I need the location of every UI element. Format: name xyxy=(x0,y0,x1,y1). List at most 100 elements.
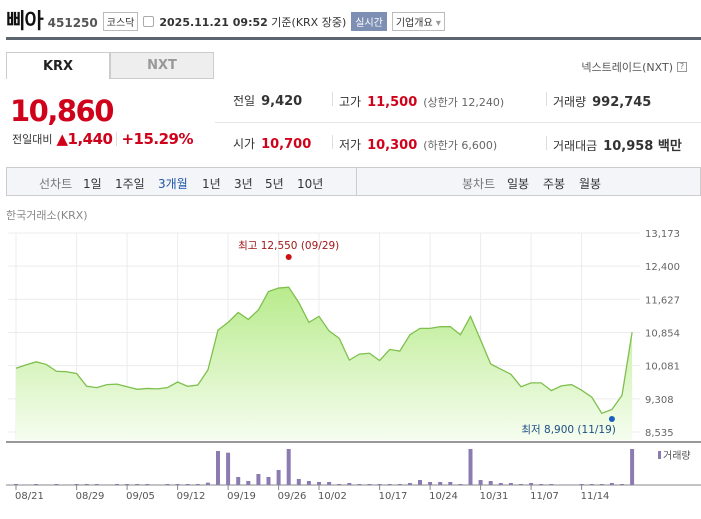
volume-bar xyxy=(246,481,251,485)
volume-bar xyxy=(387,484,392,485)
y-tick-label: 10,081 xyxy=(645,362,680,373)
volume-bar xyxy=(165,484,170,485)
x-tick-label: 09/12 xyxy=(177,491,206,502)
period-5y[interactable]: 5년 xyxy=(265,177,284,191)
period-1y[interactable]: 1년 xyxy=(202,177,221,191)
volume-bar xyxy=(418,480,422,485)
x-tick-label: 09/26 xyxy=(278,491,307,502)
x-tick-label: 10/02 xyxy=(318,491,347,502)
chevron-down-icon: ▾ xyxy=(432,18,441,29)
volume-bar xyxy=(498,483,503,485)
volume-bar xyxy=(84,484,89,485)
volume-bar xyxy=(266,477,271,485)
volume-bar xyxy=(14,484,18,485)
volume-bar xyxy=(448,482,453,485)
volume-bar xyxy=(377,484,382,485)
price-area xyxy=(16,287,633,440)
stock-name: 삐아 xyxy=(6,9,44,33)
x-tick-label: 11/14 xyxy=(581,491,610,502)
y-tick-label: 13,173 xyxy=(645,229,680,240)
volume-bar xyxy=(620,484,624,485)
x-tick-label: 11/07 xyxy=(530,491,559,502)
low-annotation: 최저 8,900 (11/19) xyxy=(521,424,616,436)
volume-bar xyxy=(236,477,241,485)
market-badge: 코스닥 xyxy=(102,12,139,31)
y-tick-label: 11,627 xyxy=(645,295,680,306)
triangle-up-icon: ▲ xyxy=(56,130,68,148)
volume-bar xyxy=(226,452,231,485)
volume-bar xyxy=(327,482,332,485)
company-info-dropdown[interactable]: 기업개요 ▾ xyxy=(391,12,445,31)
period-10y[interactable]: 10년 xyxy=(297,177,324,191)
realtime-button[interactable]: 실시간 xyxy=(351,12,387,31)
volume-bar xyxy=(539,484,544,485)
volume-bar xyxy=(205,482,210,485)
low-price: 저가 10,300 (하한가 6,600) xyxy=(332,135,497,153)
period-3m[interactable]: 3개월 xyxy=(158,177,188,191)
volume-bar xyxy=(478,480,483,485)
stock-header: 삐아 451250 코스닥 2025.11.21 09:52 기준(KRX 장중… xyxy=(6,6,445,34)
period-1d[interactable]: 1일 xyxy=(83,177,102,191)
volume-bar xyxy=(195,484,200,485)
volume-legend: 거래량 xyxy=(663,450,691,462)
volume-bar xyxy=(428,482,433,485)
x-tick-label: 10/24 xyxy=(429,491,458,502)
volume-bar xyxy=(488,481,493,485)
trade-amount: 거래대금 10,958 백만 xyxy=(546,135,682,154)
volume-bar xyxy=(34,484,39,485)
current-price: 10,860 xyxy=(10,94,114,128)
quote-datetime: 2025.11.21 09:52 기준(KRX 장중) xyxy=(159,15,347,29)
volume: 거래량 992,745 xyxy=(546,92,651,110)
x-tick-label: 09/19 xyxy=(227,491,256,502)
y-tick-label: 10,854 xyxy=(645,329,680,340)
y-tick-label: 12,400 xyxy=(645,262,680,273)
tab-krx[interactable]: KRX xyxy=(6,52,110,79)
volume-bar xyxy=(175,484,180,485)
chart-period-bar: 선차트 1일 1주일 3개월 1년 3년 5년 10년 봉차트 일봉 주봉 월봉 xyxy=(6,167,701,196)
volume-legend-swatch xyxy=(658,451,661,459)
volume-bar xyxy=(135,484,140,485)
volume-bar xyxy=(367,484,372,485)
open-price: 시가 10,700 xyxy=(233,137,312,152)
candle-monthly[interactable]: 월봉 xyxy=(579,177,602,191)
volume-bar xyxy=(519,484,523,485)
volume-bar xyxy=(630,449,635,485)
volume-bar xyxy=(468,449,473,485)
period-1w[interactable]: 1주일 xyxy=(115,177,145,191)
x-tick-label: 08/29 xyxy=(76,491,105,502)
volume-bar xyxy=(508,483,513,485)
volume-bar xyxy=(296,479,301,485)
low-marker xyxy=(608,416,615,422)
volume-bar xyxy=(549,484,554,485)
volume-bar xyxy=(589,484,594,485)
volume-bar xyxy=(357,484,362,485)
x-tick-label: 10/17 xyxy=(379,491,408,502)
high-marker xyxy=(285,254,292,260)
price-change: 전일대비 ▲1,440 +15.29% xyxy=(12,130,194,148)
help-icon[interactable]: ? xyxy=(677,62,687,72)
volume-bar xyxy=(407,483,412,485)
period-3y[interactable]: 3년 xyxy=(234,177,253,191)
nxt-link[interactable]: 넥스트레이드(NXT)? xyxy=(581,59,687,75)
volume-bar xyxy=(397,484,402,485)
x-tick-label: 08/21 xyxy=(15,491,44,502)
volume-bar xyxy=(216,451,220,485)
tab-nxt[interactable]: NXT xyxy=(110,52,214,79)
candle-daily[interactable]: 일봉 xyxy=(507,177,530,191)
volume-bar xyxy=(458,484,463,485)
calendar-clock-icon xyxy=(143,16,155,27)
volume-bar xyxy=(438,482,443,485)
volume-bar xyxy=(54,484,59,485)
y-tick-label: 9,308 xyxy=(645,395,674,406)
volume-bar xyxy=(286,449,291,485)
change-percent: +15.29% xyxy=(121,130,194,148)
y-tick-label: 8,535 xyxy=(645,428,674,439)
high-price: 고가 11,500 (상한가 12,240) xyxy=(332,92,504,110)
header-divider xyxy=(6,37,701,40)
stock-code: 451250 xyxy=(47,15,98,30)
volume-bar xyxy=(599,484,604,485)
volume-bar xyxy=(579,484,584,485)
candle-weekly[interactable]: 주봉 xyxy=(543,177,566,191)
chart-source-label: 한국거래소(KRX) xyxy=(6,209,88,222)
